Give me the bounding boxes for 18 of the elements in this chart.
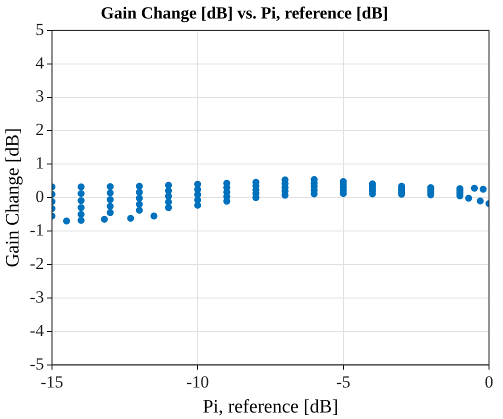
y-tick-label: 4 <box>35 53 44 72</box>
y-tick-label: 5 <box>35 20 44 39</box>
y-tick-label: -1 <box>30 220 44 240</box>
y-tick-label: -3 <box>30 287 44 306</box>
y-tick-label: 2 <box>35 120 44 140</box>
y-tick-label: 0 <box>35 187 44 206</box>
y-tick-label: -5 <box>30 354 44 374</box>
y-tick-label: -4 <box>30 320 44 340</box>
y-tick-label: -2 <box>30 254 44 273</box>
x-tick-label: -10 <box>186 372 209 392</box>
x-tick-label: 0 <box>484 372 494 392</box>
x-tick-label: -5 <box>336 372 350 392</box>
y-axis-title: Gain Change [dB] <box>2 128 24 268</box>
y-tick-label: 1 <box>35 154 44 173</box>
x-tick-label: -15 <box>40 372 64 392</box>
x-axis-title: Pi, reference [dB] <box>202 396 338 418</box>
chart-title: Gain Change [dB] vs. Pi, reference [dB] <box>100 4 388 23</box>
y-tick-label: 3 <box>35 86 44 106</box>
